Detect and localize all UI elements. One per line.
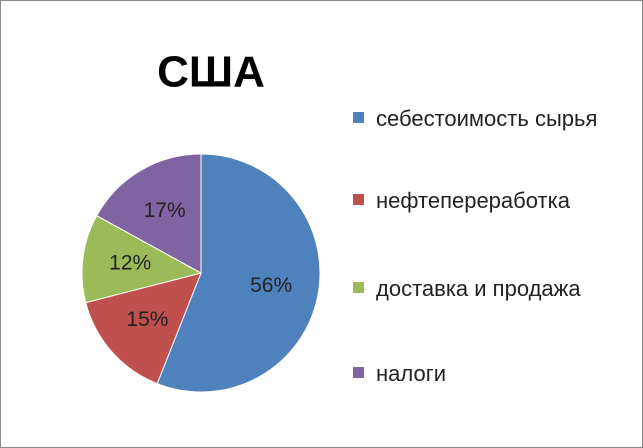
legend-marker bbox=[353, 367, 364, 378]
chart-title: США bbox=[157, 48, 265, 97]
legend-item: доставка и продажа bbox=[353, 271, 623, 307]
pie-slice bbox=[96, 153, 202, 274]
pie-slice bbox=[85, 272, 202, 385]
data-label: 17% bbox=[144, 199, 186, 222]
legend-item: себестоимость сырья bbox=[353, 101, 623, 137]
pie-slice bbox=[156, 153, 321, 393]
legend-label: нефтепереработка bbox=[376, 188, 570, 213]
legend-item: налоги bbox=[353, 356, 623, 392]
legend-item: нефтепереработка bbox=[353, 183, 623, 219]
data-label: 56% bbox=[250, 274, 292, 297]
legend-marker bbox=[353, 112, 364, 123]
legend-marker bbox=[353, 282, 364, 293]
legend-label: налоги bbox=[376, 361, 447, 386]
pie-slice bbox=[81, 214, 203, 304]
legend-label: доставка и продажа bbox=[376, 276, 581, 301]
data-label: 15% bbox=[126, 308, 168, 331]
data-label: 12% bbox=[109, 252, 151, 275]
legend-label: себестоимость сырья bbox=[376, 106, 598, 131]
legend-marker bbox=[353, 194, 364, 205]
